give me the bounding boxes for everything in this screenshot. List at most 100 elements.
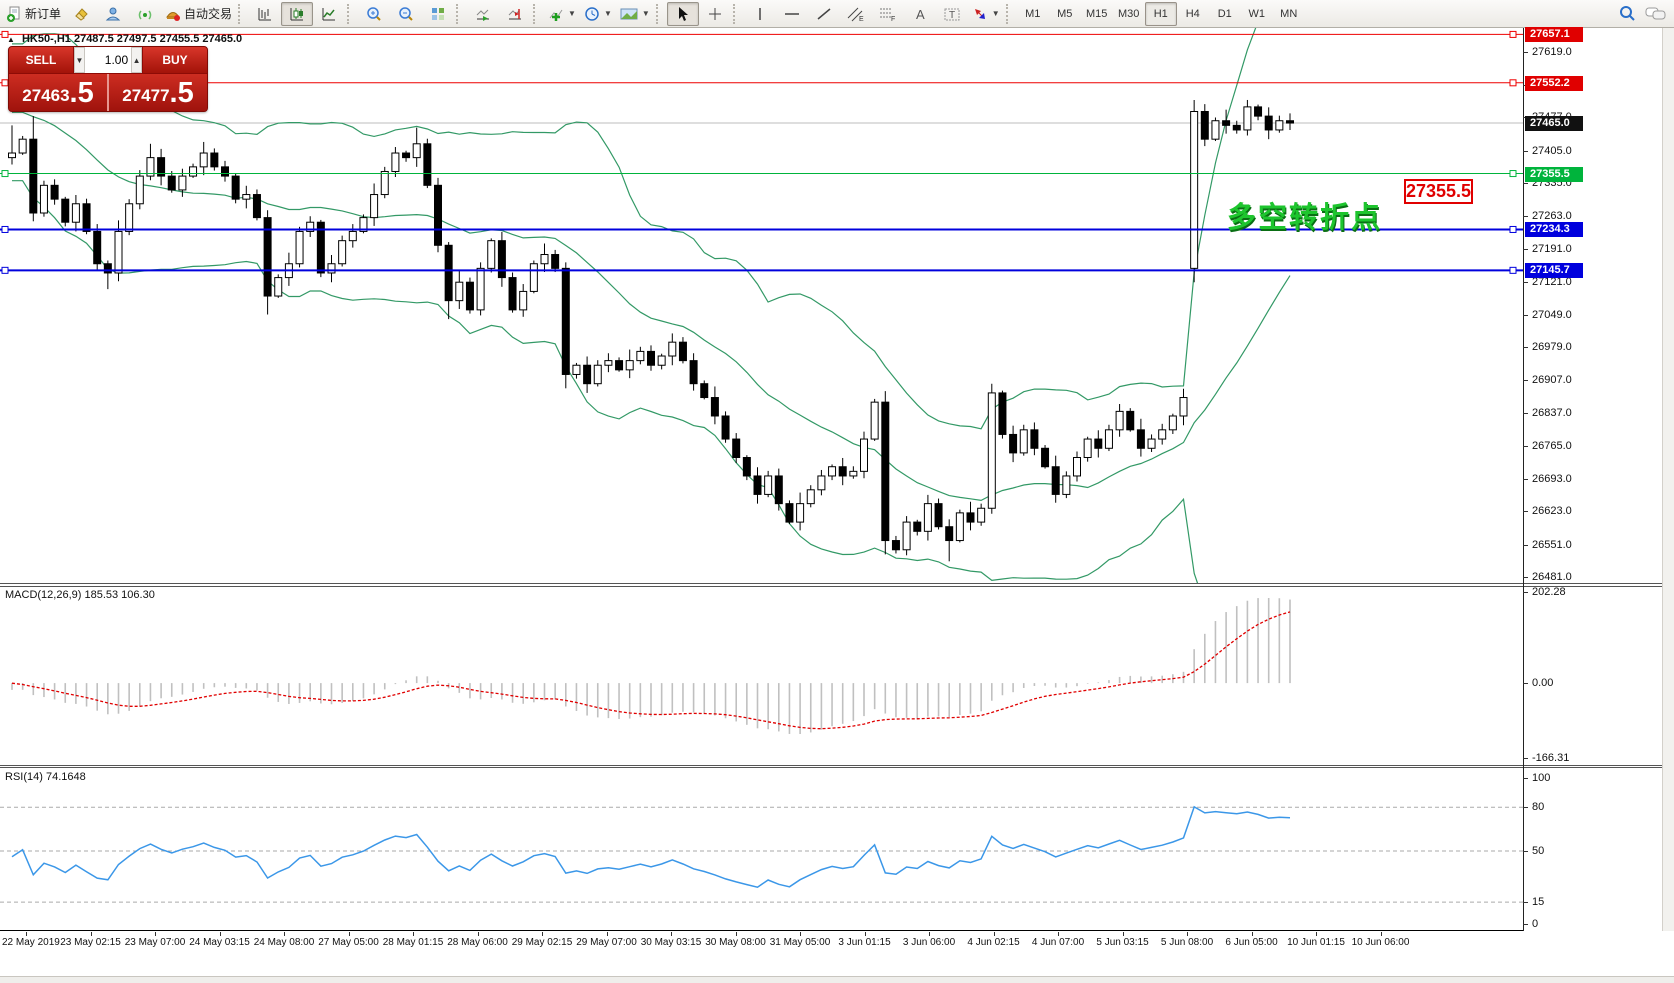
auto-trading-label: 自动交易 <box>184 7 233 21</box>
toolbar-grip <box>1005 3 1013 24</box>
time-tick <box>1122 932 1124 936</box>
text-tool-button[interactable]: A <box>904 2 936 26</box>
price-tick-label: 27619.0 <box>1532 45 1572 58</box>
panel-divider[interactable] <box>0 765 1674 766</box>
time-tick <box>1058 932 1059 936</box>
rsi-tick <box>1523 902 1528 904</box>
new-order-button[interactable]: 新订单 <box>2 2 65 26</box>
eraser-button[interactable] <box>65 2 97 26</box>
time-tick-label: 28 May 06:00 <box>447 937 508 948</box>
toolbar-grip <box>655 3 663 24</box>
fibonacci-tool-button[interactable]: F <box>872 2 904 26</box>
cursor-tool-button[interactable] <box>666 1 699 26</box>
buy-button[interactable]: BUY <box>143 47 207 73</box>
candle-chart-button[interactable] <box>281 1 314 26</box>
equidistant-channel-icon: E <box>847 7 864 22</box>
auto-scroll-button[interactable] <box>467 2 499 26</box>
chart-shift-button[interactable] <box>499 2 531 26</box>
price-tick <box>1523 511 1528 513</box>
timeframe-w1-button[interactable]: W1 <box>1248 7 1265 20</box>
time-tick-label: 28 May 01:15 <box>382 937 444 948</box>
rsi-tick-label: 50 <box>1532 845 1545 857</box>
main-toolbar: 新订单 自动交易 ▼ ▼ <box>0 0 1674 28</box>
signal-button[interactable] <box>129 2 161 26</box>
eraser-icon <box>75 7 88 21</box>
profile-button[interactable] <box>97 2 129 26</box>
hline-tool-button[interactable] <box>776 2 808 26</box>
auto-trading-icon <box>166 11 181 21</box>
time-tick <box>284 932 285 936</box>
time-tick-label: 10 Jun 06:00 <box>1351 937 1410 948</box>
tile-windows-button[interactable] <box>422 2 454 26</box>
time-tick <box>90 932 92 936</box>
time-tick-label: 22 May 2019 <box>2 937 60 948</box>
rsi-canvas[interactable] <box>0 767 1523 930</box>
time-tick <box>800 932 801 936</box>
chat-icon[interactable] <box>1644 3 1668 23</box>
volume-decrease-button[interactable]: ▼ <box>74 47 85 73</box>
bar-chart-button[interactable] <box>249 2 281 26</box>
crosshair-tool-button[interactable] <box>699 2 731 26</box>
time-tick-label: 23 May 02:15 <box>60 937 121 948</box>
panel-divider[interactable] <box>0 583 1674 584</box>
price-tick <box>1523 51 1528 53</box>
time-tick <box>929 932 930 936</box>
time-tick <box>348 932 350 936</box>
timeframe-h1-button[interactable]: H1 <box>1144 1 1177 26</box>
auto-trading-button[interactable]: 自动交易 <box>161 2 236 26</box>
price-axis-border <box>1523 28 1524 948</box>
chart-shift-icon <box>508 8 522 19</box>
indicators-button[interactable]: ▼ <box>544 2 580 26</box>
channel-tool-button[interactable]: E <box>840 2 872 26</box>
templates-button[interactable]: ▼ <box>616 2 654 26</box>
timeframe-m1-button[interactable]: M1 <box>1025 7 1041 20</box>
time-axis[interactable]: 22 May 2019 23 May 02:15 23 May 07:00 24 Ma… <box>0 931 1674 954</box>
timeframe-d1-button[interactable]: D1 <box>1217 7 1232 20</box>
text-label-tool-button[interactable]: T <box>936 2 968 26</box>
time-tick-label: 5 Jun 08:00 <box>1160 937 1214 948</box>
time-tick <box>1251 932 1253 936</box>
zoom-out-button[interactable] <box>390 2 422 26</box>
search-icon[interactable] <box>1618 3 1636 23</box>
time-tick <box>864 932 866 936</box>
zoom-in-button[interactable] <box>358 2 390 26</box>
price-tick <box>1523 183 1528 184</box>
symbol-name: HK50-,H1 <box>21 33 71 45</box>
window-right-strip <box>1662 28 1674 954</box>
timeframe-m5-button[interactable]: M5 <box>1057 7 1073 20</box>
indicators-icon <box>549 9 563 21</box>
sell-button[interactable]: SELL <box>9 47 73 73</box>
price-axis[interactable]: 27619.027547.027477.027405.027335.027263… <box>1523 27 1662 948</box>
vline-tool-button[interactable] <box>744 2 776 26</box>
price-tick-label: 27263.0 <box>1532 210 1572 223</box>
price-tick <box>1523 380 1528 382</box>
periods-button[interactable]: ▼ <box>580 2 616 26</box>
svg-text:A: A <box>916 7 925 22</box>
price-chart-canvas[interactable] <box>0 28 1523 583</box>
volume-up-icon: ▲ <box>132 55 141 65</box>
volume-input[interactable] <box>84 47 132 73</box>
timeframe-mn-button[interactable]: MN <box>1280 7 1298 20</box>
rsi-tick-label: 15 <box>1532 896 1545 909</box>
line-chart-button[interactable] <box>313 2 345 26</box>
price-tick-label: 26837.0 <box>1532 406 1572 419</box>
timeframe-bar: M1 M5 M15 M30 H1 H4 D1 W1 MN <box>1017 1 1305 26</box>
macd-canvas[interactable] <box>0 585 1523 763</box>
chart-area[interactable]: ▲ HK50-,H1 27487.5 27497.5 27455.5 27465… <box>0 27 1674 983</box>
price-annotation-box[interactable]: 27355.5 <box>1404 179 1473 204</box>
turning-point-annotation[interactable]: 多空转折点 <box>1227 202 1383 234</box>
timeframe-h4-button[interactable]: H4 <box>1185 7 1200 20</box>
toolbar-grip <box>732 3 740 24</box>
line-chart-icon <box>322 7 336 20</box>
time-tick <box>1316 932 1317 936</box>
sell-price-display[interactable]: 27463.5 <box>9 74 109 111</box>
trendline-tool-button[interactable] <box>808 2 840 26</box>
time-tick-label: 3 Jun 01:15 <box>838 937 891 948</box>
arrows-tool-button[interactable]: ▼ <box>968 2 1004 26</box>
timeframe-m30-button[interactable]: M30 <box>1118 7 1140 20</box>
buy-price-display[interactable]: 27477.5 <box>109 74 207 111</box>
timeframe-m15-button[interactable]: M15 <box>1086 7 1108 20</box>
profile-icon <box>105 7 121 20</box>
volume-increase-button[interactable]: ▲ <box>131 47 142 73</box>
candle-chart-icon <box>290 7 304 20</box>
